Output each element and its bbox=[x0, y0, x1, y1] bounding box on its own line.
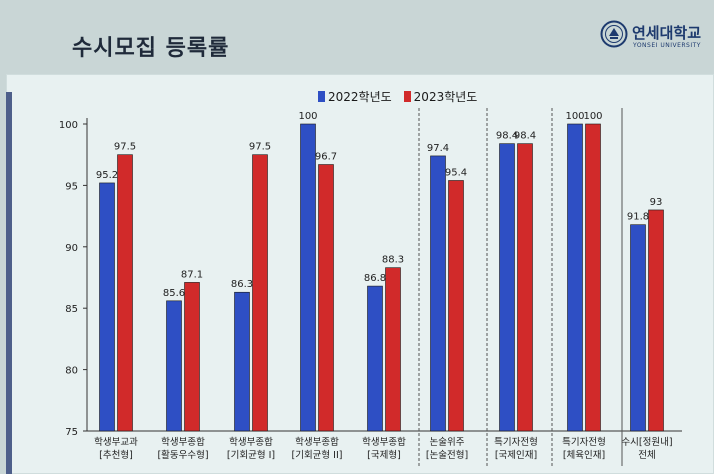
bar-value-label: 100 bbox=[565, 111, 584, 122]
bar-2023 bbox=[184, 282, 200, 432]
bar-2022 bbox=[234, 291, 250, 432]
bar-2023 bbox=[448, 180, 464, 432]
category-label: 논술위주 bbox=[430, 436, 465, 448]
bar-value-label: 85.6 bbox=[163, 288, 185, 299]
bar-2023 bbox=[117, 154, 133, 432]
category-label: 학생부교과 bbox=[94, 437, 138, 448]
bar-value-label: 97.4 bbox=[427, 143, 449, 154]
bar-2023 bbox=[318, 164, 334, 432]
bar-value-label: 98.4 bbox=[514, 131, 536, 142]
legend-swatch-2022 bbox=[318, 90, 325, 102]
bar-value-label: 98.4 bbox=[496, 131, 518, 142]
bar-2022 bbox=[630, 224, 646, 432]
category-label: 학생부종합 bbox=[295, 437, 339, 448]
category-label: [활동우수형] bbox=[157, 449, 208, 461]
y-tick-label: 95 bbox=[65, 181, 78, 192]
panel-edge-accent bbox=[6, 92, 12, 474]
bar-value-label: 86.8 bbox=[364, 273, 386, 284]
legend-label-2023: 2023학년도 bbox=[413, 89, 478, 104]
bar-2023 bbox=[648, 209, 664, 432]
slide-title: 수시모집 등록률 bbox=[72, 36, 230, 61]
category-label: 학생부종합 bbox=[161, 437, 205, 448]
bar-2022 bbox=[300, 123, 316, 432]
bar-2023 bbox=[252, 154, 268, 432]
bar-2022 bbox=[99, 182, 115, 432]
bar-value-label: 96.7 bbox=[315, 152, 337, 163]
logo-subtitle: YONSEI UNIVERSITY bbox=[633, 42, 701, 49]
category-label: [기회균형 II] bbox=[292, 450, 343, 461]
bar-2022 bbox=[567, 123, 583, 432]
legend-item-2023: 2023학년도 bbox=[403, 88, 478, 105]
category-label: [체육인재] bbox=[563, 450, 605, 461]
category-label: [국제인재] bbox=[495, 450, 537, 461]
legend-item-2022: 2022학년도 bbox=[318, 88, 392, 105]
bar-value-label: 97.5 bbox=[249, 142, 271, 153]
category-label: [논술전형] bbox=[426, 450, 468, 461]
category-label: 학생부종합 bbox=[229, 437, 273, 448]
bar-value-label: 95.2 bbox=[96, 170, 118, 181]
y-tick-label: 85 bbox=[65, 304, 78, 315]
bar-2023 bbox=[585, 123, 601, 432]
bar-value-label: 91.8 bbox=[627, 212, 649, 223]
y-tick-label: 100 bbox=[59, 120, 78, 131]
y-tick-label: 75 bbox=[65, 427, 78, 438]
bar-2022 bbox=[166, 300, 182, 432]
bar-value-label: 100 bbox=[583, 111, 602, 122]
bar-2023 bbox=[385, 267, 401, 432]
bar-value-label: 93 bbox=[650, 197, 663, 208]
category-label: 전체 bbox=[638, 450, 655, 461]
category-label: [기회균형 I] bbox=[227, 450, 275, 461]
logo-name: 연세대학교 bbox=[632, 24, 702, 42]
bar-value-label: 100 bbox=[298, 111, 317, 122]
university-seal-icon bbox=[600, 20, 628, 48]
bar-value-label: 86.3 bbox=[231, 279, 253, 290]
y-tick-label: 90 bbox=[65, 243, 78, 254]
bar-2022 bbox=[367, 285, 383, 432]
category-label: 수시[정원내] bbox=[621, 437, 672, 448]
y-tick-label: 80 bbox=[65, 366, 78, 377]
bar-value-label: 88.3 bbox=[382, 255, 404, 266]
category-label: 학생부종합 bbox=[362, 437, 406, 448]
category-label: [추천형] bbox=[99, 450, 133, 461]
bar-value-label: 97.5 bbox=[114, 142, 136, 153]
chart-legend: 2022학년도 2023학년도 bbox=[318, 88, 477, 104]
category-label: 특기자전형 bbox=[562, 437, 606, 448]
category-label: [국제형] bbox=[367, 450, 401, 461]
legend-label-2022: 2022학년도 bbox=[328, 89, 392, 104]
category-label: 특기자전형 bbox=[494, 437, 538, 448]
bar-value-label: 95.4 bbox=[445, 167, 467, 178]
bar-2022 bbox=[499, 143, 515, 432]
university-logo: 연세대학교 YONSEI UNIVERSITY bbox=[600, 20, 710, 60]
bar-2022 bbox=[430, 155, 446, 432]
bar-value-label: 87.1 bbox=[181, 269, 203, 280]
legend-swatch-2023 bbox=[403, 90, 411, 102]
bar-2023 bbox=[517, 143, 533, 432]
